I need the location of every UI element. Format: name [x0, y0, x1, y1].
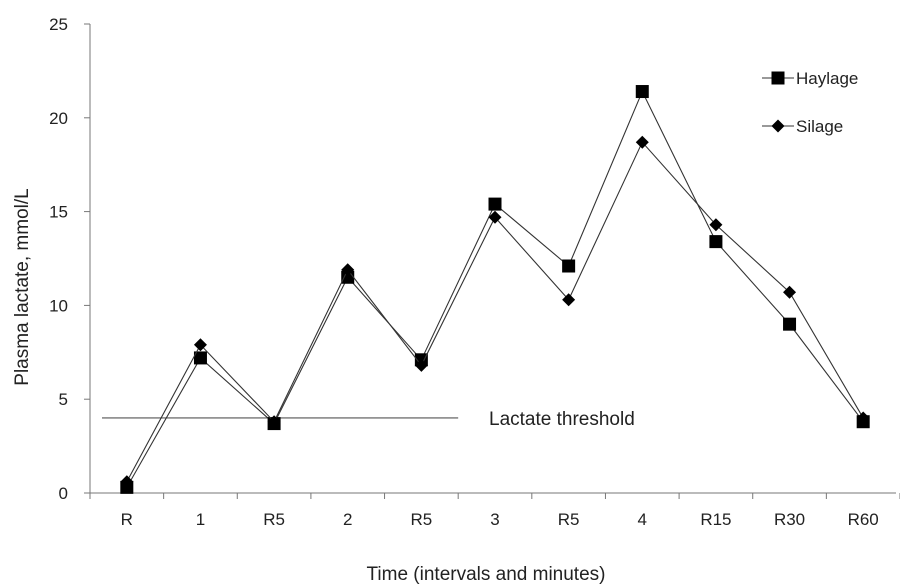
x-tick-label: R5 [263, 510, 285, 529]
silage-point [856, 411, 870, 425]
silage-point [562, 293, 576, 307]
haylage-point [562, 259, 576, 273]
x-tick-label: 1 [196, 510, 205, 529]
y-tick-label: 0 [59, 484, 68, 503]
x-tick-label: 3 [490, 510, 499, 529]
x-tick-label: R15 [700, 510, 731, 529]
silage-point [193, 338, 207, 352]
silage-point [635, 135, 649, 149]
x-tick-label: R5 [558, 510, 580, 529]
haylage-point [783, 317, 797, 331]
haylage-point [488, 197, 502, 211]
y-axis-title: Plasma lactate, mmol/L [12, 188, 33, 385]
x-tick-label: R [121, 510, 133, 529]
legend: Haylage Silage [762, 69, 858, 136]
x-tick-label: 4 [638, 510, 647, 529]
y-tick-label: 10 [49, 296, 68, 315]
silage-point [341, 263, 355, 277]
axes: 0 5 10 15 20 25 R 1 R5 2 R5 3 R5 4 R15 R30 R60 [49, 15, 900, 529]
threshold-group: Lactate threshold [102, 409, 635, 430]
silage-point [267, 415, 281, 429]
y-tick-label: 20 [49, 109, 68, 128]
haylage-point [635, 85, 649, 99]
silage-line [126, 141, 864, 483]
series-group [120, 85, 870, 494]
haylage-point [193, 351, 207, 365]
lactate-threshold-label: Lactate threshold [489, 409, 635, 430]
silage-point [488, 210, 502, 224]
x-tick-label: 2 [343, 510, 352, 529]
legend-haylage-marker [771, 71, 785, 85]
silage-point [414, 358, 428, 372]
x-tick-label: R60 [848, 510, 879, 529]
silage-point [709, 218, 723, 232]
silage-point [120, 475, 134, 489]
y-tick-label: 5 [59, 390, 68, 409]
legend-silage-marker [771, 119, 785, 133]
x-tick-label: R5 [410, 510, 432, 529]
x-tick-label: R30 [774, 510, 805, 529]
silage-point [783, 285, 797, 299]
x-axis-title: Time (intervals and minutes) [367, 564, 606, 585]
legend-haylage-label: Haylage [796, 69, 858, 88]
y-tick-label: 15 [49, 203, 68, 222]
legend-silage-label: Silage [796, 117, 843, 136]
haylage-point [709, 235, 723, 249]
y-tick-label: 25 [49, 15, 68, 34]
